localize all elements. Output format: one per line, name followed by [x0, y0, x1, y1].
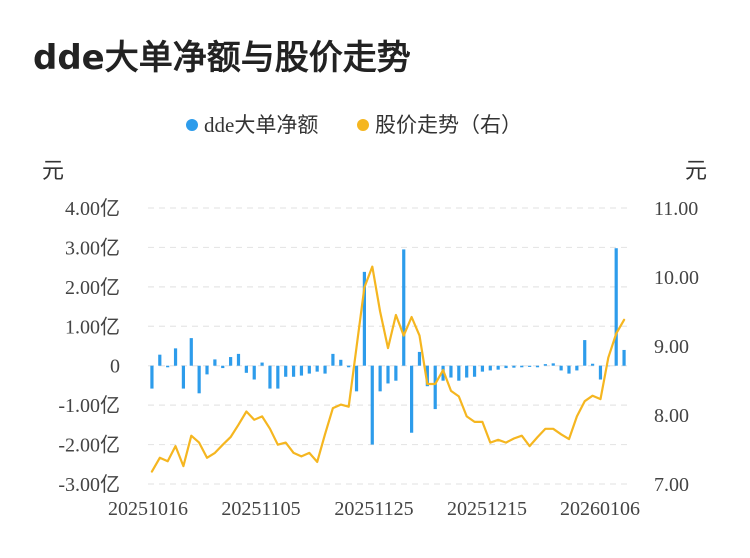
legend: dde大单净额 股价走势（右） [186, 113, 522, 137]
x-tick-label: 20251125 [334, 498, 413, 520]
dde-bar [598, 365, 603, 380]
dde-bar [504, 365, 508, 369]
dde-bar [520, 365, 524, 368]
right-axis-unit: 元 [685, 158, 707, 183]
dde-bar [236, 353, 241, 366]
y-left-tick-label: 3.00亿 [65, 236, 120, 259]
dde-bar [535, 365, 540, 368]
dde-bar [323, 365, 327, 374]
left-axis-unit: 元 [42, 158, 64, 183]
bar-series-group [150, 248, 626, 445]
dde-bar [465, 365, 469, 378]
dde-bar [488, 365, 492, 371]
x-tick-label: 20260106 [560, 498, 640, 520]
dde-bar [252, 365, 256, 380]
dde-bar [441, 365, 445, 381]
dde-bar [291, 365, 296, 377]
chart-title: dde大单净额与股价走势 [33, 38, 411, 78]
y-right-tick-label: 11.00 [654, 198, 698, 220]
legend-label-price[interactable]: 股价走势（右） [375, 113, 522, 137]
dde-bar [551, 363, 555, 366]
dde-bar [339, 359, 343, 366]
dde-bar [260, 362, 264, 366]
y-left-tick-label: 1.00亿 [65, 315, 120, 338]
legend-marker-price [357, 119, 369, 131]
y-left-tick-label: -1.00亿 [58, 394, 120, 417]
dde-bar [315, 365, 319, 372]
dde-bar [410, 365, 414, 433]
dde-bar [347, 365, 351, 368]
dde-bar [158, 354, 162, 366]
dde-bar [331, 353, 335, 366]
dde-bar [284, 365, 288, 377]
legend-label-dde[interactable]: dde大单净额 [204, 113, 318, 137]
dde-bar [244, 365, 248, 373]
dde-bar [480, 365, 485, 372]
dde-bar [181, 365, 186, 389]
x-tick-label: 20251105 [221, 498, 300, 520]
dde-bar [590, 363, 595, 366]
dde-bar [457, 365, 461, 381]
dde-bar [268, 365, 272, 389]
y-right-tick-label: 10.00 [654, 267, 699, 289]
y-right-tick-label: 9.00 [654, 336, 689, 358]
dde-bar [559, 365, 563, 371]
x-tick-label: 20251016 [108, 498, 188, 520]
dde-bar [213, 359, 217, 366]
dde-bar [394, 365, 398, 381]
dde-bar [221, 365, 225, 369]
dde-bar [205, 365, 209, 375]
dde-bar [575, 365, 579, 371]
dde-bar [402, 249, 406, 366]
legend-marker-dde [186, 119, 198, 131]
dde-bar [299, 365, 304, 376]
dde-bar [417, 351, 422, 366]
dde-bar [150, 365, 154, 389]
dde-bar [307, 365, 311, 374]
dde-bar [567, 365, 571, 374]
dde-bar [362, 271, 366, 366]
dde-bar [512, 365, 516, 368]
dde-bar [378, 365, 382, 392]
dde-bar [173, 348, 178, 366]
y-left-tick-label: -2.00亿 [58, 434, 120, 457]
dde-bar [189, 338, 193, 366]
y-right-tick-label: 8.00 [654, 405, 689, 427]
y-left-tick-label: -3.00亿 [58, 473, 120, 496]
y-right-tick-label: 7.00 [654, 474, 689, 496]
y-left-tick-label: 2.00亿 [65, 276, 120, 299]
dde-bar [166, 365, 170, 368]
dde-bar [370, 365, 374, 445]
dde-bar [449, 365, 453, 378]
y-left-tick-label: 0 [110, 356, 120, 378]
dde-bar [386, 365, 390, 384]
dde-bar [229, 357, 233, 366]
grid-lines [148, 207, 628, 485]
dde-bar [606, 365, 610, 367]
y-left-tick-label: 4.00亿 [65, 197, 120, 220]
line-series-group [150, 265, 626, 473]
dde-bar [496, 365, 500, 370]
dde-bar [543, 364, 547, 366]
dde-bar [433, 365, 437, 410]
dde-bar [425, 365, 429, 387]
axis-labels: 4.00亿 3.00亿 2.00亿 1.00亿 0 -1.00亿 -2.00亿 -3.00亿 1… [58, 197, 699, 520]
x-tick-label: 20251215 [447, 498, 527, 520]
dde-bar [197, 365, 201, 394]
dde-bar [472, 365, 477, 377]
dde-bar [622, 349, 626, 366]
dde-bar [276, 365, 280, 389]
price-line [150, 265, 626, 473]
dde-bar [583, 340, 587, 366]
dde-bar [614, 248, 618, 366]
dde-bar [528, 365, 532, 367]
dde-bar [354, 365, 359, 392]
